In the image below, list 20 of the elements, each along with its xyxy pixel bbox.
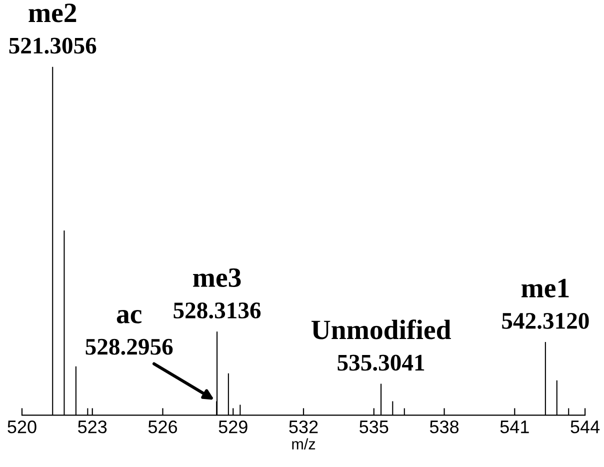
x-tick-label: 544 — [570, 420, 600, 434]
x-tick-label: 532 — [289, 420, 318, 434]
x-tick-label: 538 — [430, 420, 459, 434]
annotation: 528.3136 — [174, 302, 261, 319]
x-tick-label: 526 — [148, 420, 178, 434]
annotation: 521.3056 — [9, 38, 96, 54]
annotation: Unmodified — [311, 319, 451, 340]
x-tick-label: 523 — [78, 420, 107, 434]
annotation: ac — [116, 310, 142, 324]
x-tick-label: 541 — [500, 420, 529, 434]
x-tick-label: 535 — [360, 420, 388, 434]
annotation: me1 — [522, 278, 569, 298]
x-tick-label: 520 — [8, 420, 36, 434]
annotation: 535.3041 — [338, 354, 424, 371]
x-tick-label: 529 — [218, 420, 248, 434]
x-axis-title: m/z — [292, 438, 316, 450]
annotation: 542.3120 — [502, 312, 589, 329]
annotation: me3 — [193, 268, 241, 288]
annotation: 528.2956 — [86, 338, 173, 355]
annotation: me2 — [28, 4, 76, 22]
